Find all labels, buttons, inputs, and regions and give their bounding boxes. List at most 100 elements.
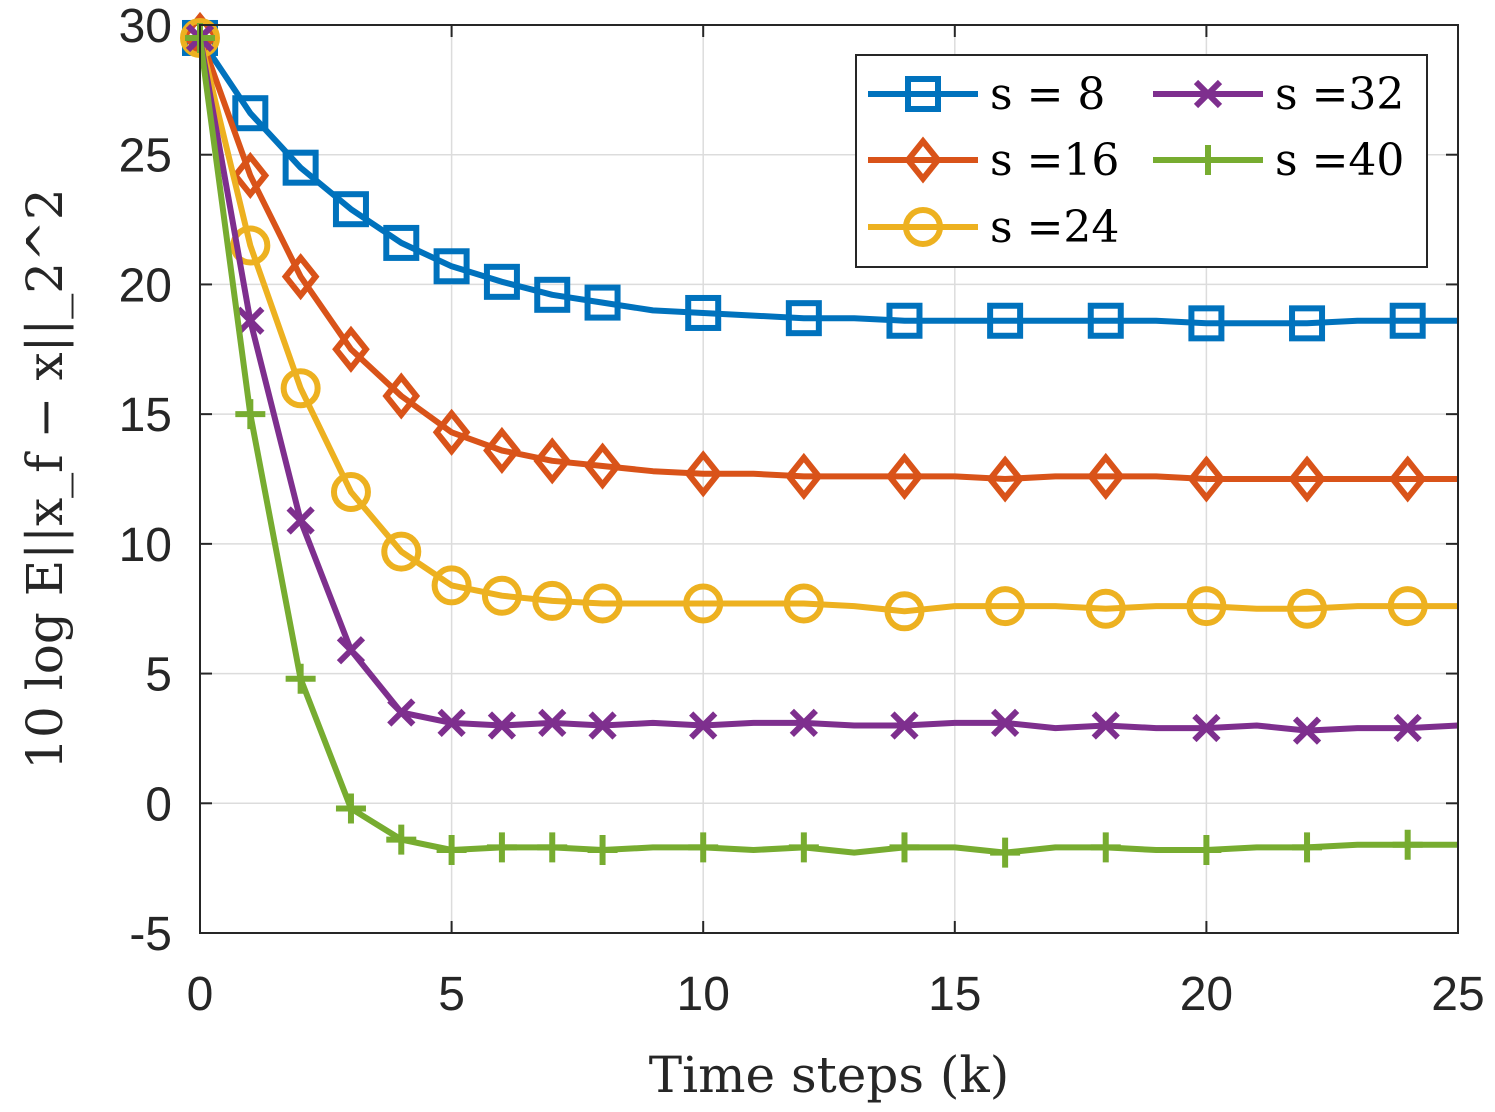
marker-point bbox=[885, 452, 924, 500]
marker-point bbox=[1292, 832, 1323, 863]
marker-point bbox=[1392, 829, 1423, 860]
marker-legend bbox=[904, 136, 942, 184]
marker-point bbox=[986, 455, 1024, 503]
marker-point bbox=[582, 583, 623, 624]
series-s40 bbox=[185, 22, 1458, 868]
marker-point bbox=[1186, 586, 1227, 627]
marker-point bbox=[330, 471, 371, 512]
legend-item: s =24 bbox=[868, 202, 1119, 253]
marker-point bbox=[785, 300, 822, 337]
marker-point bbox=[281, 253, 320, 301]
series-lines bbox=[180, 11, 1459, 868]
marker-point bbox=[1187, 455, 1226, 503]
marker-point bbox=[432, 408, 471, 456]
marker-point bbox=[788, 832, 819, 863]
marker-point bbox=[587, 834, 618, 865]
marker-point bbox=[1086, 452, 1125, 500]
marker-point bbox=[533, 437, 572, 485]
marker-point bbox=[230, 225, 271, 266]
x-tick-label: 10 bbox=[677, 968, 730, 1021]
marker-point bbox=[537, 832, 568, 863]
x-tick-label: 25 bbox=[1431, 968, 1484, 1021]
marker-point bbox=[890, 711, 919, 740]
series-s24 bbox=[180, 17, 1458, 632]
marker-point bbox=[985, 586, 1026, 627]
legend-label: s = 8 bbox=[990, 69, 1105, 120]
series-s32 bbox=[185, 23, 1459, 745]
marker-point bbox=[1292, 716, 1322, 745]
marker-point bbox=[235, 399, 266, 430]
marker-point bbox=[889, 832, 920, 863]
marker-point bbox=[783, 583, 824, 624]
legend-item: s =16 bbox=[868, 135, 1119, 186]
y-tick-label: -5 bbox=[129, 908, 172, 961]
marker-legend bbox=[903, 207, 943, 247]
marker-point bbox=[584, 284, 621, 321]
marker-point bbox=[285, 663, 316, 694]
marker-point bbox=[1087, 302, 1124, 339]
series-line bbox=[197, 37, 1459, 734]
legend-label: s =40 bbox=[1275, 135, 1404, 186]
series-s8 bbox=[182, 19, 1458, 342]
marker-point bbox=[286, 506, 315, 535]
x-tick-label: 0 bbox=[187, 968, 214, 1021]
marker-point bbox=[1288, 455, 1326, 503]
marker-point bbox=[689, 711, 718, 740]
series-line bbox=[197, 36, 1458, 327]
marker-point bbox=[886, 302, 923, 339]
marker-point bbox=[332, 191, 369, 228]
marker-point bbox=[688, 832, 719, 863]
marker-point bbox=[534, 276, 571, 313]
y-tick-label: 25 bbox=[119, 130, 172, 183]
marker-point bbox=[381, 531, 422, 572]
legend: s = 8 s =16 s =24 s =32 s =40 bbox=[855, 54, 1428, 268]
y-tick-label: 20 bbox=[119, 259, 172, 312]
marker-point bbox=[282, 149, 319, 186]
series-line bbox=[197, 37, 1458, 615]
marker-point bbox=[1091, 711, 1120, 740]
y-tick-label: 30 bbox=[119, 0, 172, 53]
marker-point bbox=[884, 591, 925, 632]
legend-item: s = 8 bbox=[868, 69, 1105, 120]
marker-point bbox=[990, 837, 1021, 868]
x-tick-label: 5 bbox=[438, 968, 465, 1021]
marker-point bbox=[990, 708, 1020, 737]
legend-item: s =32 bbox=[1153, 69, 1404, 120]
marker-point bbox=[431, 565, 472, 606]
marker-point bbox=[486, 832, 517, 863]
marker-point bbox=[683, 583, 724, 624]
marker-point bbox=[1289, 305, 1326, 342]
y-tick-label: 10 bbox=[119, 519, 172, 572]
marker-point bbox=[383, 224, 420, 261]
marker-point bbox=[382, 372, 421, 420]
marker-point bbox=[784, 452, 823, 500]
marker-point bbox=[1387, 586, 1428, 627]
marker-point bbox=[387, 698, 416, 727]
marker-point bbox=[436, 834, 467, 865]
x-axis-label: Time steps (k) bbox=[649, 1046, 1009, 1104]
marker-point bbox=[232, 95, 269, 132]
legend-item: s =40 bbox=[1153, 135, 1404, 186]
marker-point bbox=[685, 294, 722, 331]
y-tick-label: 15 bbox=[119, 389, 172, 442]
plot-frame bbox=[199, 24, 1459, 934]
marker-point bbox=[987, 302, 1024, 339]
y-tick-label: 0 bbox=[145, 778, 172, 831]
marker-point bbox=[335, 793, 366, 824]
marker-point bbox=[437, 708, 466, 737]
marker-point bbox=[483, 263, 520, 300]
marker-point bbox=[583, 442, 622, 490]
marker-point bbox=[1085, 588, 1126, 629]
marker-point bbox=[1388, 455, 1427, 503]
marker-point bbox=[1191, 834, 1222, 865]
marker-point bbox=[532, 580, 573, 621]
marker-point bbox=[481, 575, 522, 616]
marker-point bbox=[684, 450, 723, 498]
marker-point bbox=[483, 426, 521, 475]
y-tick-label: 5 bbox=[145, 649, 172, 702]
axis-ticks: 0 5 10 15 20 25 -5 0 5 10 15 20 25 30 bbox=[119, 0, 1485, 1021]
marker-legend bbox=[905, 76, 941, 112]
y-axis-label: 10 log E||x_f − x||_2^2 bbox=[16, 188, 74, 770]
marker-point bbox=[231, 151, 270, 200]
marker-point bbox=[1389, 302, 1426, 339]
